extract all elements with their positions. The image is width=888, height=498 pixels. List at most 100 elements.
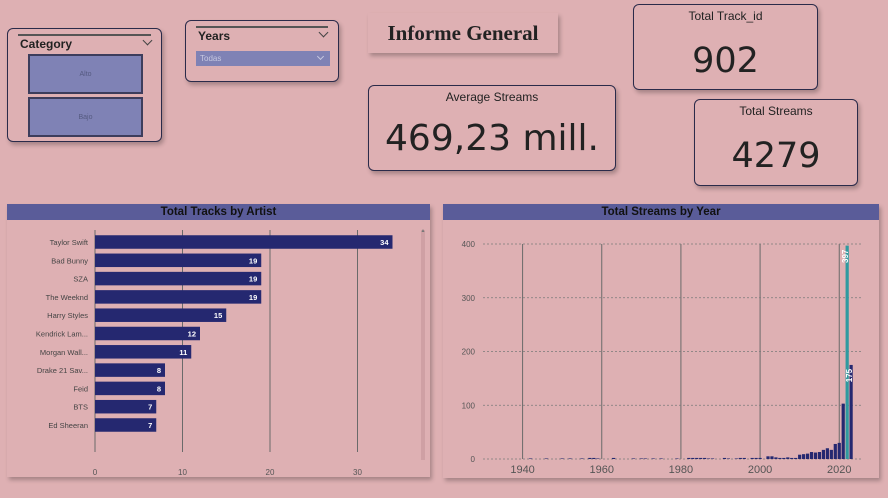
streams-by-year-plot: 1940 1960 1980 2000 2020 0 100 200 300 400 397 175 [462,240,863,476]
artist-bar-value: 19 [249,275,257,284]
category-option-bajo[interactable]: Bajo [28,97,143,137]
year-bar [750,457,754,459]
year-bar [802,454,806,459]
years-slicer-title: Years [198,29,231,43]
year-bar [722,457,727,459]
year-bar [766,456,770,459]
average-streams-label: Average Streams [445,90,539,104]
year-bar [837,442,841,459]
scroll-up-icon: ▴ [421,228,424,234]
year-bar [825,448,829,459]
artist-bar [95,326,200,341]
year-bar [699,457,703,459]
year-bar [691,457,695,459]
total-streams-value: 4279 [731,136,821,176]
artist-bar-value: 8 [157,384,161,393]
artist-bar-value: 11 [179,348,187,357]
year-bar [734,458,738,459]
streams-by-year-title: Total Streams by Year [443,204,879,220]
year-bar [726,458,731,459]
year-bar [774,457,778,459]
x-tick-label: 30 [353,468,362,477]
y-tick-label: 200 [462,348,476,357]
year-bar [849,364,853,459]
scrollbar-track [421,230,425,460]
streams-by-year-chart: Total Streams by Year 1940 1960 1980 2000 20… [443,204,879,478]
x-tick-label: 1980 [669,464,693,476]
artist-bar [95,290,262,304]
year-bar [580,458,584,459]
x-tick-label: 1940 [510,464,534,476]
year-bar [786,457,790,459]
year-bar [790,457,794,459]
artist-bar [95,271,262,286]
artist-bar-value: 7 [148,403,152,412]
y-tick-label: 300 [462,294,476,303]
year-bar [794,457,798,459]
year-bar [568,458,572,459]
artist-bar [95,363,165,377]
year-bar [612,457,616,459]
year-bar [643,458,647,459]
year-bar [588,457,592,459]
year-bar [782,457,786,459]
year-bar [528,458,533,459]
year-bar [695,457,699,459]
year-bar [651,458,655,459]
year-bar-value: 175 [845,368,854,382]
year-bar [738,457,742,459]
year-bar [778,457,782,459]
year-bar [631,458,636,459]
artist-label: Taylor Swift [50,238,89,247]
year-bar [805,453,810,459]
chevron-down-icon[interactable] [318,27,329,38]
artist-label: Bad Bunny [51,256,88,265]
x-tick-label: 0 [93,468,98,477]
chevron-down-icon[interactable] [142,35,153,46]
artist-label: Morgan Wall... [40,348,88,357]
year-bar [742,457,746,459]
artist-bar [95,235,393,249]
years-slicer: Years Todas [185,20,339,82]
artist-bar [95,418,157,432]
tracks-by-artist-title: Total Tracks by Artist [7,204,430,220]
artist-bar-value: 7 [148,421,152,430]
y-tick-label: 0 [471,455,476,464]
year-bar [560,458,564,459]
year-bar [710,458,715,459]
artist-bar-value: 19 [249,256,257,265]
year-bar [754,457,758,459]
year-bar [821,449,826,459]
artist-bar [95,308,227,322]
year-bar [707,458,711,459]
total-streams-card: Total Streams 4279 [694,99,858,186]
artist-bar-value: 15 [214,311,222,320]
artist-bar-value: 8 [157,366,161,375]
artist-bar-value: 34 [380,238,389,247]
tracks-by-artist-plot: 0 10 20 30 ▴ Taylor Swift 34 Bad Bunny 19 SZA 19 Th… [36,228,425,477]
artist-label: The Weeknd [46,293,88,302]
year-bar [798,454,802,459]
total-track-value: 902 [692,41,759,81]
year-bar [758,457,762,459]
year-bar [639,458,643,459]
artist-label: Feid [73,384,88,393]
category-option-alto[interactable]: Alto [28,54,143,94]
chevron-down-icon[interactable] [316,52,325,61]
year-bar [703,457,707,459]
artist-label: Harry Styles [47,311,88,320]
years-dropdown[interactable]: Todas [196,51,330,66]
y-tick-label: 400 [462,240,476,249]
year-bar [841,403,845,459]
artist-bar [95,381,165,396]
artist-label: SZA [73,275,88,284]
years-dropdown-value: Todas [200,54,222,63]
year-bar [596,458,600,459]
slicer-divider [18,34,151,36]
year-bar [845,245,849,459]
year-bar [592,457,596,459]
total-track-card: Total Track_id 902 [633,4,818,90]
x-tick-label: 20 [266,468,275,477]
artist-bar [95,345,192,359]
artist-bar [95,399,157,414]
